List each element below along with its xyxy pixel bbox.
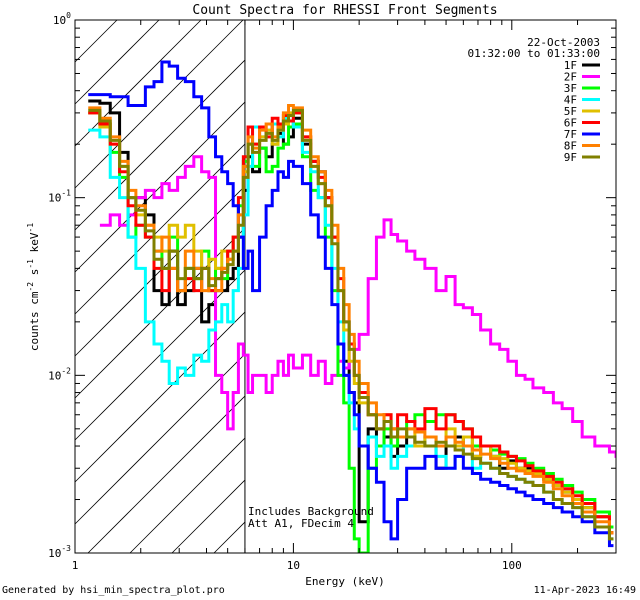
- hatch-line: [74, 185, 246, 357]
- hatched-region: [74, 19, 246, 554]
- hatch-line: [74, 143, 246, 315]
- y-tick-label: 100: [53, 11, 71, 27]
- axis-ticks: [74, 19, 617, 554]
- y-tick-label: 10-3: [48, 544, 71, 560]
- plot-frame: [74, 19, 617, 554]
- x-tick-label: 10: [287, 559, 300, 572]
- annotation-attenuator: Att A1, FDecim 4: [248, 517, 354, 530]
- hatch-line: [129, 437, 246, 554]
- legend-label: 2F: [564, 71, 577, 84]
- hatch-line: [171, 479, 246, 554]
- x-axis-label: Energy (keV): [305, 575, 384, 588]
- y-axis-label: counts cm-2 s-1 keV-1: [26, 223, 41, 351]
- y-tick-label: 10-1: [48, 189, 71, 205]
- x-tick-label: 1: [72, 559, 79, 572]
- hatch-line: [74, 19, 118, 63]
- hatch-line: [74, 227, 246, 399]
- hatch-line: [74, 269, 246, 441]
- legend-label: 5F: [564, 105, 577, 118]
- series-7F: [88, 60, 614, 548]
- footer-timestamp: 11-Apr-2023 16:49: [533, 585, 636, 596]
- series-6F: [88, 111, 614, 535]
- series-9F: [88, 108, 614, 541]
- footer-generator: Generated by hsi_min_spectra_plot.pro: [2, 585, 225, 596]
- legend-label: 6F: [564, 117, 577, 130]
- hatch-line: [74, 19, 244, 189]
- hatch-line: [74, 311, 246, 483]
- legend-label: 3F: [564, 82, 577, 95]
- time-range-label: 01:32:00 to 01:33:00: [468, 47, 600, 60]
- legend-label: 4F: [564, 94, 577, 107]
- hatch-line: [74, 353, 246, 525]
- y-tick-label: 10-2: [48, 366, 71, 382]
- annotation-background: Includes Background: [248, 505, 374, 518]
- legend-label: 9F: [564, 151, 577, 164]
- chart-title: Count Spectra for RHESSI Front Segments: [192, 3, 497, 18]
- legend-label: 8F: [564, 140, 577, 153]
- hatch-line: [87, 395, 246, 554]
- series-group: [88, 60, 616, 553]
- x-tick-label: 100: [502, 559, 522, 572]
- hatch-line: [74, 19, 202, 147]
- hatch-line: [74, 59, 246, 231]
- hatch-line: [74, 19, 160, 105]
- hatch-line: [74, 101, 246, 273]
- hatch-line: [213, 521, 246, 554]
- series-8F: [88, 104, 614, 535]
- x-tick-labels: 1 10 100: [72, 559, 522, 572]
- legend-label: 1F: [564, 59, 577, 72]
- legend-label: 7F: [564, 128, 577, 141]
- y-tick-labels: 10-3 10-2 10-1 100: [48, 11, 71, 560]
- date-label: 22-Oct-2003: [527, 36, 600, 49]
